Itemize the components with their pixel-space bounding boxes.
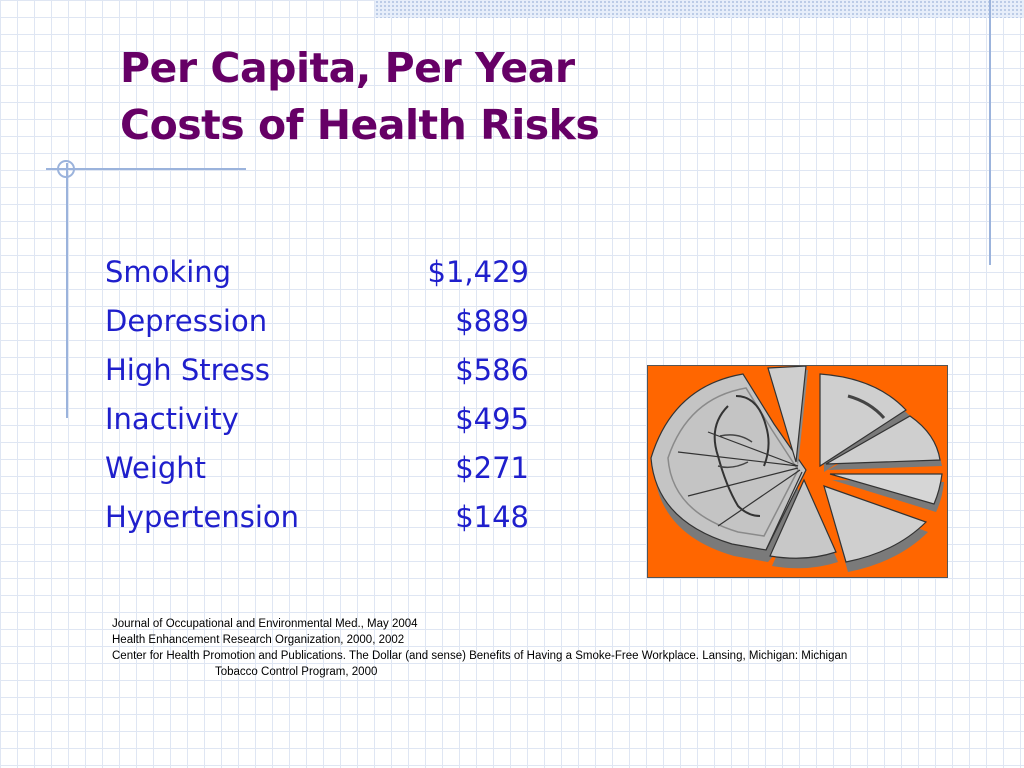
risk-row-hypertension: Hypertension $148: [105, 495, 535, 544]
broken-coin-icon: [650, 366, 944, 572]
decorative-top-band: [375, 0, 1024, 18]
decorative-ring: [57, 160, 75, 178]
risk-row-weight: Weight $271: [105, 446, 535, 495]
risk-row-depression: Depression $889: [105, 299, 535, 348]
risk-row-inactivity: Inactivity $495: [105, 397, 535, 446]
risk-name: Inactivity: [105, 402, 239, 436]
broken-coin-illustration: [647, 365, 948, 578]
risk-name: Weight: [105, 451, 207, 485]
risk-cost: $495: [455, 402, 529, 436]
slide-title-line-2: Costs of Health Risks: [120, 101, 600, 149]
slide-title-line-1: Per Capita, Per Year: [120, 44, 575, 92]
risk-name: Hypertension: [105, 500, 300, 534]
citation-line: Center for Health Promotion and Publicat…: [112, 650, 848, 662]
risk-cost: $148: [455, 500, 529, 534]
citation-line-continued: Tobacco Control Program, 2000: [215, 666, 378, 678]
risk-cost: $586: [455, 353, 529, 387]
citation-line: Health Enhancement Research Organization…: [112, 634, 405, 646]
risk-cost: $271: [455, 451, 529, 485]
risk-name: High Stress: [105, 353, 270, 387]
citations: Journal of Occupational and Environmenta…: [112, 616, 972, 680]
citation-line: Journal of Occupational and Environmenta…: [112, 618, 418, 630]
risk-row-smoking: Smoking $1,429: [105, 250, 535, 299]
risk-name: Smoking: [105, 255, 232, 289]
risk-cost: $889: [455, 304, 529, 338]
decorative-vertical-rule-left: [66, 163, 68, 418]
risk-name: Depression: [105, 304, 268, 338]
risk-cost-list: Smoking $1,429 Depression $889 High Stre…: [105, 250, 535, 544]
risk-row-high-stress: High Stress $586: [105, 348, 535, 397]
decorative-horizontal-rule: [46, 168, 246, 170]
decorative-vertical-rule: [989, 0, 991, 265]
risk-cost: $1,429: [427, 255, 529, 289]
slide-title: Per Capita, Per Year Costs of Health Ris…: [120, 40, 600, 154]
